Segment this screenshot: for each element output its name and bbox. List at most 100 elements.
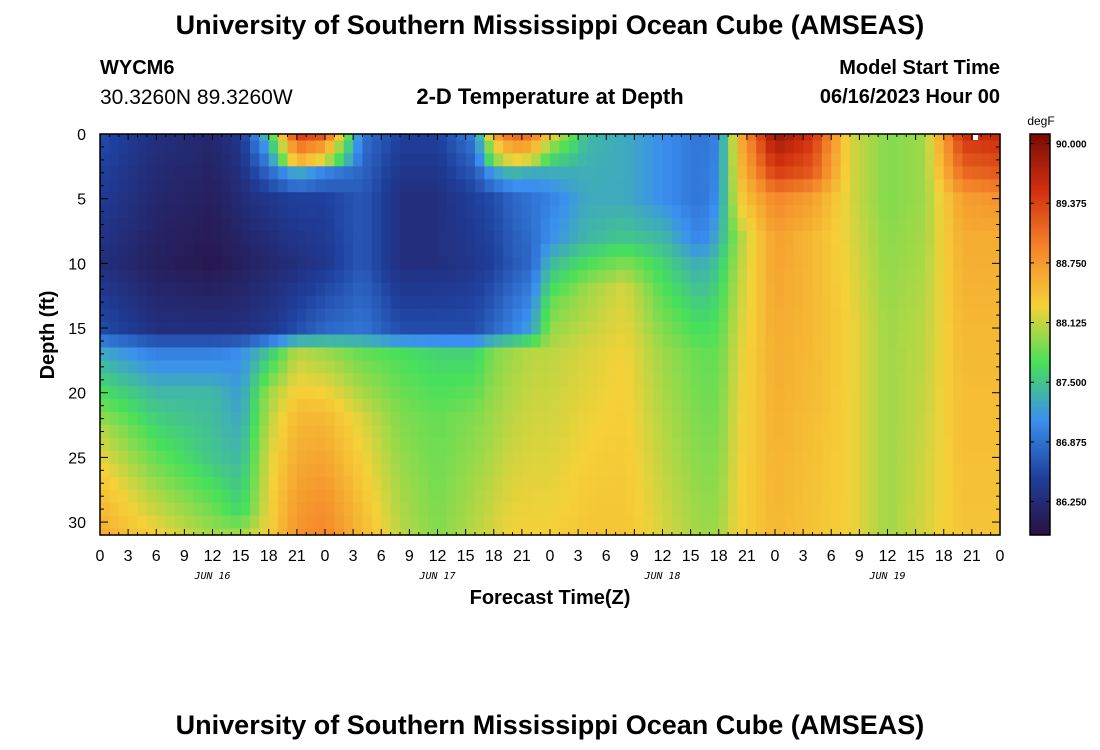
heatmap-cell xyxy=(278,269,289,284)
heatmap-cell xyxy=(953,502,964,517)
heatmap-cell xyxy=(718,360,729,374)
heatmap-cell xyxy=(531,502,542,517)
heatmap-cell xyxy=(700,179,710,193)
heatmap-cell xyxy=(587,256,598,271)
heatmap-cell xyxy=(465,308,476,323)
heatmap-cell xyxy=(700,515,710,530)
heatmap-cell xyxy=(165,386,176,400)
heatmap-cell xyxy=(109,373,120,387)
heatmap-cell xyxy=(128,399,139,413)
heatmap-cell xyxy=(540,463,551,478)
heatmap-cell xyxy=(156,179,167,193)
heatmap-cell xyxy=(287,179,298,193)
heatmap-cell xyxy=(737,218,748,232)
heatmap-cell xyxy=(128,412,139,426)
heatmap-cell xyxy=(203,347,214,361)
heatmap-cell xyxy=(343,412,354,426)
heatmap-cell xyxy=(371,463,382,478)
heatmap-cell xyxy=(371,153,382,167)
heatmap-cell xyxy=(550,153,560,167)
heatmap-cell xyxy=(915,437,926,452)
heatmap-cell xyxy=(578,463,589,478)
heatmap-cell xyxy=(118,308,129,323)
heatmap-cell xyxy=(568,437,579,452)
heatmap-cell xyxy=(334,360,345,374)
heatmap-cell xyxy=(690,269,701,284)
heatmap-cell xyxy=(268,347,279,361)
heatmap-cell xyxy=(343,373,354,387)
heatmap-cell xyxy=(203,192,214,206)
heatmap-cell xyxy=(868,192,879,206)
heatmap-cell xyxy=(268,179,279,193)
heatmap-cell xyxy=(128,373,139,387)
heatmap-cell xyxy=(100,231,110,245)
heatmap-cell xyxy=(475,282,485,297)
heatmap-cell xyxy=(821,373,832,387)
heatmap-cell xyxy=(803,347,814,361)
heatmap-cell xyxy=(596,205,607,219)
heatmap-cell xyxy=(475,463,485,478)
heatmap-cell xyxy=(184,373,195,387)
heatmap-cell xyxy=(493,528,504,536)
heatmap-cell xyxy=(325,192,335,206)
heatmap-cell xyxy=(690,425,701,439)
heatmap-cell xyxy=(390,399,401,413)
heatmap-cell xyxy=(428,218,439,232)
heatmap-cell xyxy=(700,502,710,517)
heatmap-cell xyxy=(559,179,570,193)
heatmap-cell xyxy=(306,269,317,284)
heatmap-cell xyxy=(175,308,185,323)
heatmap-cell xyxy=(821,218,832,232)
heatmap-cell xyxy=(137,166,148,180)
heatmap-cell xyxy=(606,528,617,536)
repeated-chart-title: University of Southern Mississippi Ocean… xyxy=(175,710,925,740)
heatmap-cell xyxy=(756,218,767,232)
heatmap-cell xyxy=(887,386,898,400)
heatmap-cell xyxy=(259,502,270,517)
heatmap-cell xyxy=(512,166,523,180)
heatmap-cell xyxy=(465,218,476,232)
heatmap-cell xyxy=(400,450,410,465)
x-tick-label: 6 xyxy=(827,548,836,565)
heatmap-cell xyxy=(700,528,710,536)
heatmap-cell xyxy=(465,437,476,452)
heatmap-cell xyxy=(343,347,354,361)
heatmap-cell xyxy=(793,256,804,271)
heatmap-cell xyxy=(400,476,410,491)
heatmap-cell xyxy=(990,476,1001,491)
heatmap-cell xyxy=(681,256,692,271)
heatmap-cell xyxy=(671,489,682,504)
heatmap-cell xyxy=(503,347,514,361)
heatmap-cell xyxy=(934,450,945,465)
heatmap-cell xyxy=(878,231,889,245)
heatmap-cell xyxy=(850,360,860,374)
heatmap-cell xyxy=(953,295,964,310)
heatmap-cell xyxy=(109,489,120,504)
heatmap-cell xyxy=(521,140,532,155)
heatmap-cell xyxy=(737,425,748,439)
heatmap-cell xyxy=(718,192,729,206)
heatmap-cell xyxy=(503,308,514,323)
heatmap-cell xyxy=(362,412,373,426)
heatmap-cell xyxy=(962,134,973,142)
heatmap-cell xyxy=(390,134,401,142)
heatmap-cell xyxy=(971,231,982,245)
heatmap-cell xyxy=(671,360,682,374)
heatmap-cell xyxy=(128,515,139,530)
heatmap-cell xyxy=(175,192,185,206)
heatmap-cell xyxy=(521,476,532,491)
marker-dot xyxy=(973,135,978,140)
heatmap-cell xyxy=(400,134,410,142)
heatmap-cell xyxy=(934,179,945,193)
heatmap-cell xyxy=(775,205,785,219)
heatmap-cell xyxy=(746,192,757,206)
heatmap-cell xyxy=(550,437,560,452)
heatmap-cell xyxy=(409,134,420,142)
heatmap-cell xyxy=(709,166,720,180)
heatmap-cell xyxy=(484,476,495,491)
heatmap-cell xyxy=(437,321,448,336)
heatmap-cell xyxy=(887,166,898,180)
heatmap-cell xyxy=(156,134,167,142)
x-tick-label: 21 xyxy=(738,548,756,565)
